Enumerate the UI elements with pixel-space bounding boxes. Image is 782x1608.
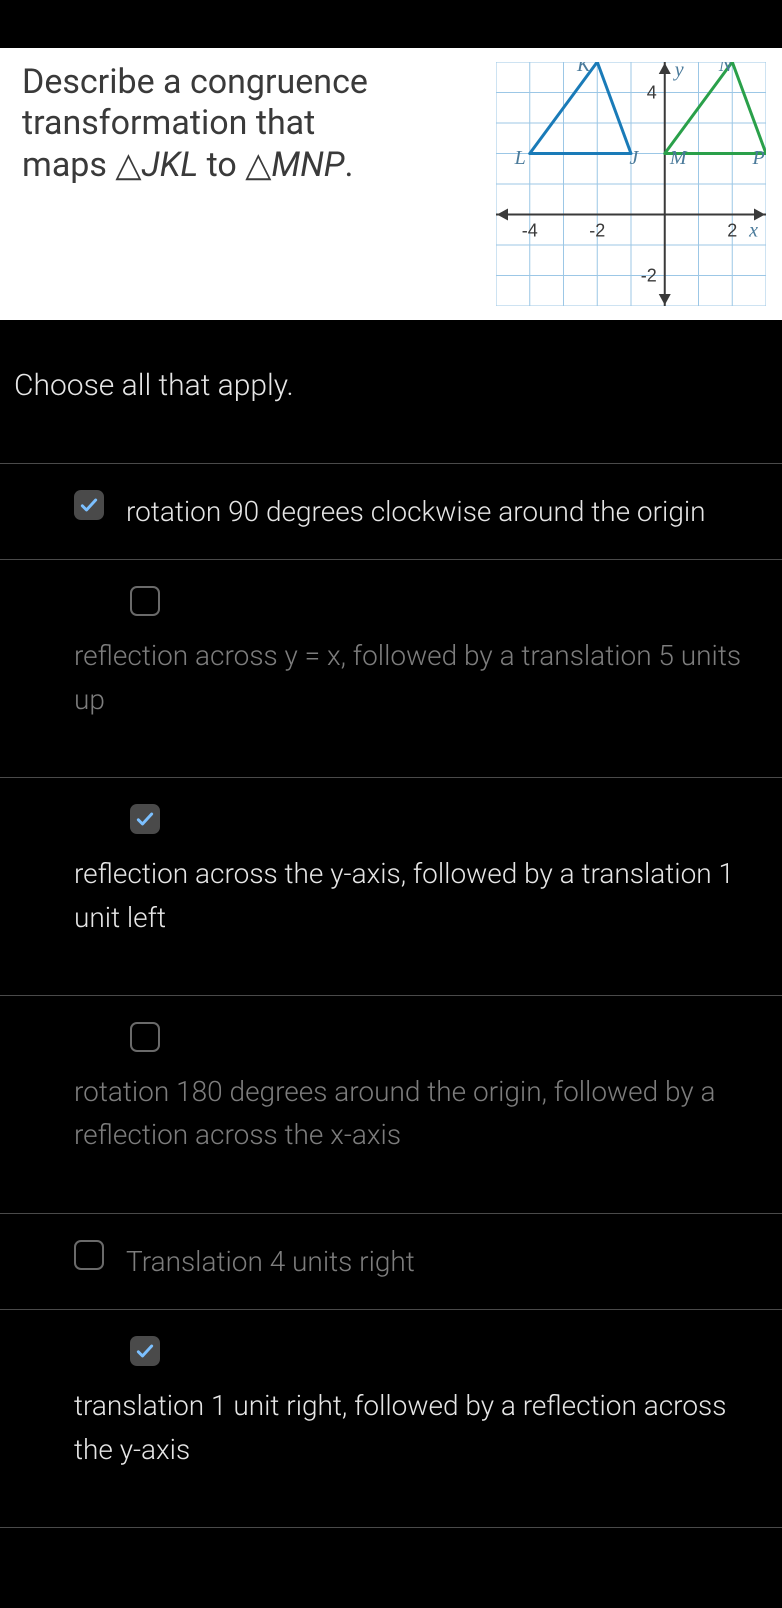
option-row[interactable]: Translation 4 units right [0, 1214, 782, 1310]
svg-text:N: N [718, 62, 734, 76]
checkbox-checked-icon[interactable] [130, 804, 160, 834]
svg-text:J: J [629, 147, 639, 169]
svg-text:-2: -2 [641, 266, 657, 286]
problem-suffix: . [345, 145, 354, 185]
triangle-sym-2: △ [245, 145, 271, 185]
triangle-label-1: JKL [142, 145, 199, 185]
coordinate-graph: -4 -2 2 4 -2 x y J K L M N P [496, 62, 766, 306]
option-text: reflection across y = x, followed by a t… [74, 634, 764, 721]
triangle-label-2: MNP [271, 145, 344, 185]
problem-line3-prefix: maps [22, 145, 115, 185]
checkbox-unchecked-icon[interactable] [130, 1022, 160, 1052]
option-row[interactable]: reflection across y = x, followed by a t… [0, 560, 782, 778]
option-text: rotation 180 degrees around the origin, … [74, 1070, 764, 1157]
svg-text:-4: -4 [522, 221, 538, 241]
svg-text:2: 2 [727, 221, 737, 241]
option-row[interactable]: rotation 90 degrees clockwise around the… [0, 464, 782, 560]
problem-panel: Describe a congruence transformation tha… [0, 48, 782, 320]
option-text: reflection across the y-axis, followed b… [74, 852, 764, 939]
option-row[interactable]: reflection across the y-axis, followed b… [0, 778, 782, 996]
option-text: translation 1 unit right, followed by a … [74, 1384, 764, 1471]
triangle-sym-1: △ [115, 145, 141, 185]
option-text: rotation 90 degrees clockwise around the… [126, 490, 706, 533]
checkbox-unchecked-icon[interactable] [74, 1240, 104, 1270]
option-row[interactable]: rotation 180 degrees around the origin, … [0, 996, 782, 1214]
problem-text: Describe a congruence transformation tha… [22, 62, 486, 186]
svg-text:y: y [673, 62, 684, 81]
svg-text:P: P [752, 147, 765, 169]
svg-text:L: L [514, 147, 526, 169]
svg-text:-2: -2 [589, 221, 605, 241]
checkbox-checked-icon[interactable] [74, 490, 104, 520]
problem-line2: transformation that [22, 103, 315, 143]
option-text: Translation 4 units right [126, 1240, 415, 1283]
svg-text:4: 4 [647, 83, 657, 103]
checkbox-checked-icon[interactable] [130, 1336, 160, 1366]
svg-text:x: x [748, 220, 758, 242]
checkbox-unchecked-icon[interactable] [130, 586, 160, 616]
instruction-text: Choose all that apply. [0, 320, 782, 463]
option-row[interactable]: translation 1 unit right, followed by a … [0, 1310, 782, 1528]
problem-line1: Describe a congruence [22, 62, 368, 102]
svg-text:K: K [576, 62, 592, 76]
svg-text:M: M [669, 147, 688, 169]
problem-mid: to [198, 145, 245, 185]
options-list: rotation 90 degrees clockwise around the… [0, 463, 782, 1528]
